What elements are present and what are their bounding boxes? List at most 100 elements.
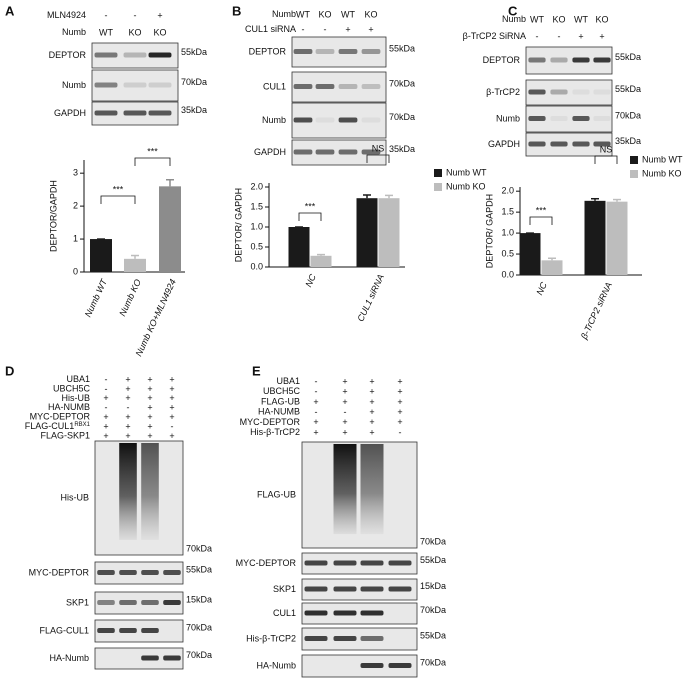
legend-label: Numb WT	[642, 154, 683, 164]
band	[141, 600, 159, 605]
condition-mark: KO	[128, 27, 141, 37]
condition-mark: KO	[153, 27, 166, 37]
band	[333, 586, 357, 592]
size-marker: 70kDa	[389, 78, 415, 88]
bar	[378, 198, 400, 267]
band	[304, 560, 328, 566]
condition-mark: +	[578, 31, 583, 41]
band	[97, 570, 115, 575]
band	[148, 110, 172, 116]
condition-label: Numb	[62, 27, 86, 37]
y-tick-label: 3	[73, 168, 78, 178]
blot-label: DEPTOR	[483, 55, 521, 65]
size-marker: 70kDa	[186, 650, 212, 660]
condition-mark: +	[313, 397, 318, 407]
condition-superscript: RBX1	[74, 422, 90, 428]
condition-name: HA-NUMB	[48, 403, 90, 413]
condition-mark: +	[125, 374, 130, 384]
condition-name: β-TrCP2 SiRNA	[463, 31, 526, 41]
blot-label: FLAG-CUL1	[39, 625, 89, 635]
condition-name: UBA1	[276, 376, 300, 386]
y-tick-label: 1.5	[250, 201, 263, 211]
size-marker: 70kDa	[420, 536, 446, 546]
band	[293, 149, 313, 155]
band	[293, 84, 313, 89]
band	[315, 49, 335, 54]
condition-mark: +	[369, 427, 374, 437]
condition-label: Numb	[272, 9, 296, 19]
y-tick-label: 1.0	[501, 227, 514, 237]
condition-name: MYC-DEPTOR	[240, 417, 301, 427]
condition-name: His-β-TrCP2	[250, 427, 300, 437]
band	[163, 600, 181, 605]
blot	[525, 132, 613, 157]
blot	[301, 654, 418, 678]
condition-mark: KO	[364, 9, 377, 19]
band	[388, 560, 412, 566]
condition-mark: WT	[341, 9, 355, 19]
band	[123, 82, 147, 88]
condition-mark: +	[369, 417, 374, 427]
blot-label: GAPDH	[254, 147, 286, 157]
blot	[301, 441, 418, 549]
blot	[301, 602, 418, 625]
bar	[519, 233, 541, 275]
blot-label: HA-Numb	[49, 653, 89, 663]
band	[360, 560, 384, 566]
condition-name: UBCH5C	[263, 387, 301, 397]
legend-label: Numb KO	[642, 168, 682, 178]
blot-label: MYC-DEPTOR	[236, 558, 297, 568]
y-axis-label: DEPTOR/GAPDH	[48, 180, 58, 252]
x-tick-label: Numb KO	[117, 278, 143, 318]
condition-mark: +	[313, 417, 318, 427]
condition-name: UBA1	[66, 374, 90, 384]
condition-mark: -	[302, 24, 305, 34]
condition-mark: -	[344, 407, 347, 417]
condition-mark: +	[342, 397, 347, 407]
condition-mark: -	[171, 421, 174, 431]
condition-mark: +	[147, 403, 152, 413]
band	[119, 600, 137, 605]
band	[338, 117, 358, 123]
size-marker: 15kDa	[420, 581, 446, 591]
legend-swatch	[434, 169, 442, 177]
condition-label: HA-NUMB	[258, 407, 300, 417]
size-marker: 35kDa	[389, 144, 415, 154]
size-marker: 70kDa	[420, 657, 446, 667]
error-bar	[363, 194, 371, 199]
band	[333, 636, 357, 641]
condition-mark: -	[399, 427, 402, 437]
x-tick-label: β-TrCP2 siRNA	[578, 281, 613, 342]
band	[97, 600, 115, 605]
error-bar	[131, 254, 139, 259]
condition-mark: +	[147, 393, 152, 403]
band	[304, 636, 328, 641]
y-tick-label: 0.5	[501, 248, 514, 258]
error-bar	[591, 197, 599, 201]
significance-bracket	[529, 216, 553, 225]
condition-label: FLAG-CUL1RBX1	[25, 421, 91, 431]
band	[94, 82, 118, 88]
band	[572, 141, 590, 147]
condition-mark: +	[125, 421, 130, 431]
condition-mark: -	[127, 403, 130, 413]
size-marker: 55kDa	[420, 630, 446, 640]
condition-label: Numb	[502, 14, 526, 24]
condition-mark: +	[169, 384, 174, 394]
condition-mark: +	[397, 417, 402, 427]
band	[304, 586, 328, 592]
band	[94, 110, 118, 116]
y-tick-label: 0.0	[501, 269, 514, 279]
condition-mark: WT	[296, 9, 310, 19]
bar	[356, 198, 378, 267]
condition-mark: +	[125, 431, 130, 441]
condition-mark: +	[147, 384, 152, 394]
blot-label: β-TrCP2	[486, 87, 520, 97]
size-marker: 70kDa	[181, 77, 207, 87]
condition-label: UBA1	[66, 374, 90, 384]
band	[528, 89, 546, 95]
band	[123, 52, 147, 58]
significance-label: NS	[372, 143, 385, 153]
blot	[94, 591, 184, 615]
condition-name: His-UB	[62, 393, 91, 403]
